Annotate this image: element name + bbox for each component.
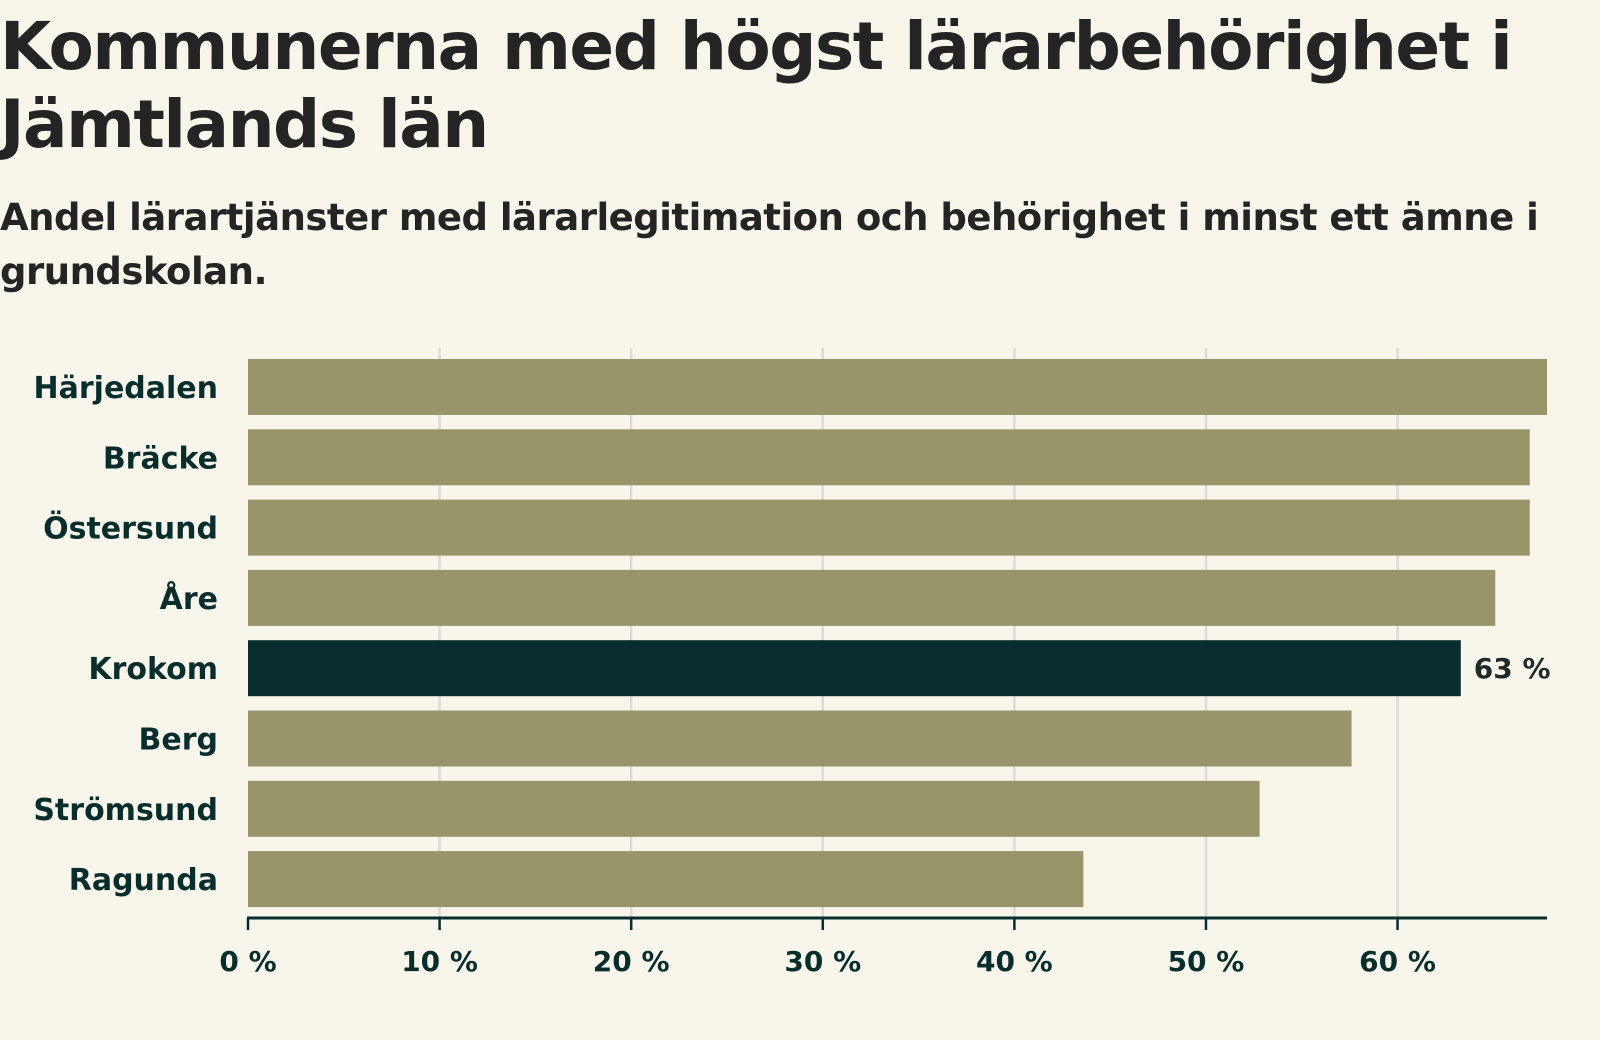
data-label: 63 % [1474,652,1551,685]
x-tick-label: 10 % [401,945,478,978]
x-tick-label: 60 % [1359,945,1436,978]
category-label: Strömsund [33,793,218,828]
x-tick-label: 50 % [1168,945,1245,978]
category-label: Härjedalen [34,371,218,406]
x-tick-label: 20 % [593,945,670,978]
bar-berg [248,710,1352,767]
bar-östersund [248,499,1530,556]
x-axis: 0 % 10 % 20 % 30 % 40 % 50 % 60 % [219,916,1547,978]
category-label: Åre [160,580,218,617]
bar-åre [248,569,1496,626]
x-tick-label: 0 % [219,945,276,978]
category-label: Bräcke [103,441,218,476]
chart-subtitle: Andel lärartjänster med lärarlegitimatio… [0,196,1539,293]
category-label: Berg [139,723,218,758]
bar-strömsund [248,780,1260,837]
category-label: Ragunda [69,863,218,898]
category-label: Krokom [88,652,218,687]
x-tick-label: 30 % [784,945,861,978]
category-label: Östersund [43,510,218,547]
bar-ragunda [248,851,1084,908]
bar-bräcke [248,429,1530,486]
bar-härjedalen [248,359,1547,415]
bars [248,359,1547,908]
bar-krokom [248,640,1461,697]
x-tick-label: 40 % [976,945,1053,978]
chart-title: Kommunerna med högst lärarbehörighet i J… [0,8,1513,163]
category-labels: Härjedalen Bräcke Östersund Åre Krokom 63 % Be… [33,371,1550,898]
